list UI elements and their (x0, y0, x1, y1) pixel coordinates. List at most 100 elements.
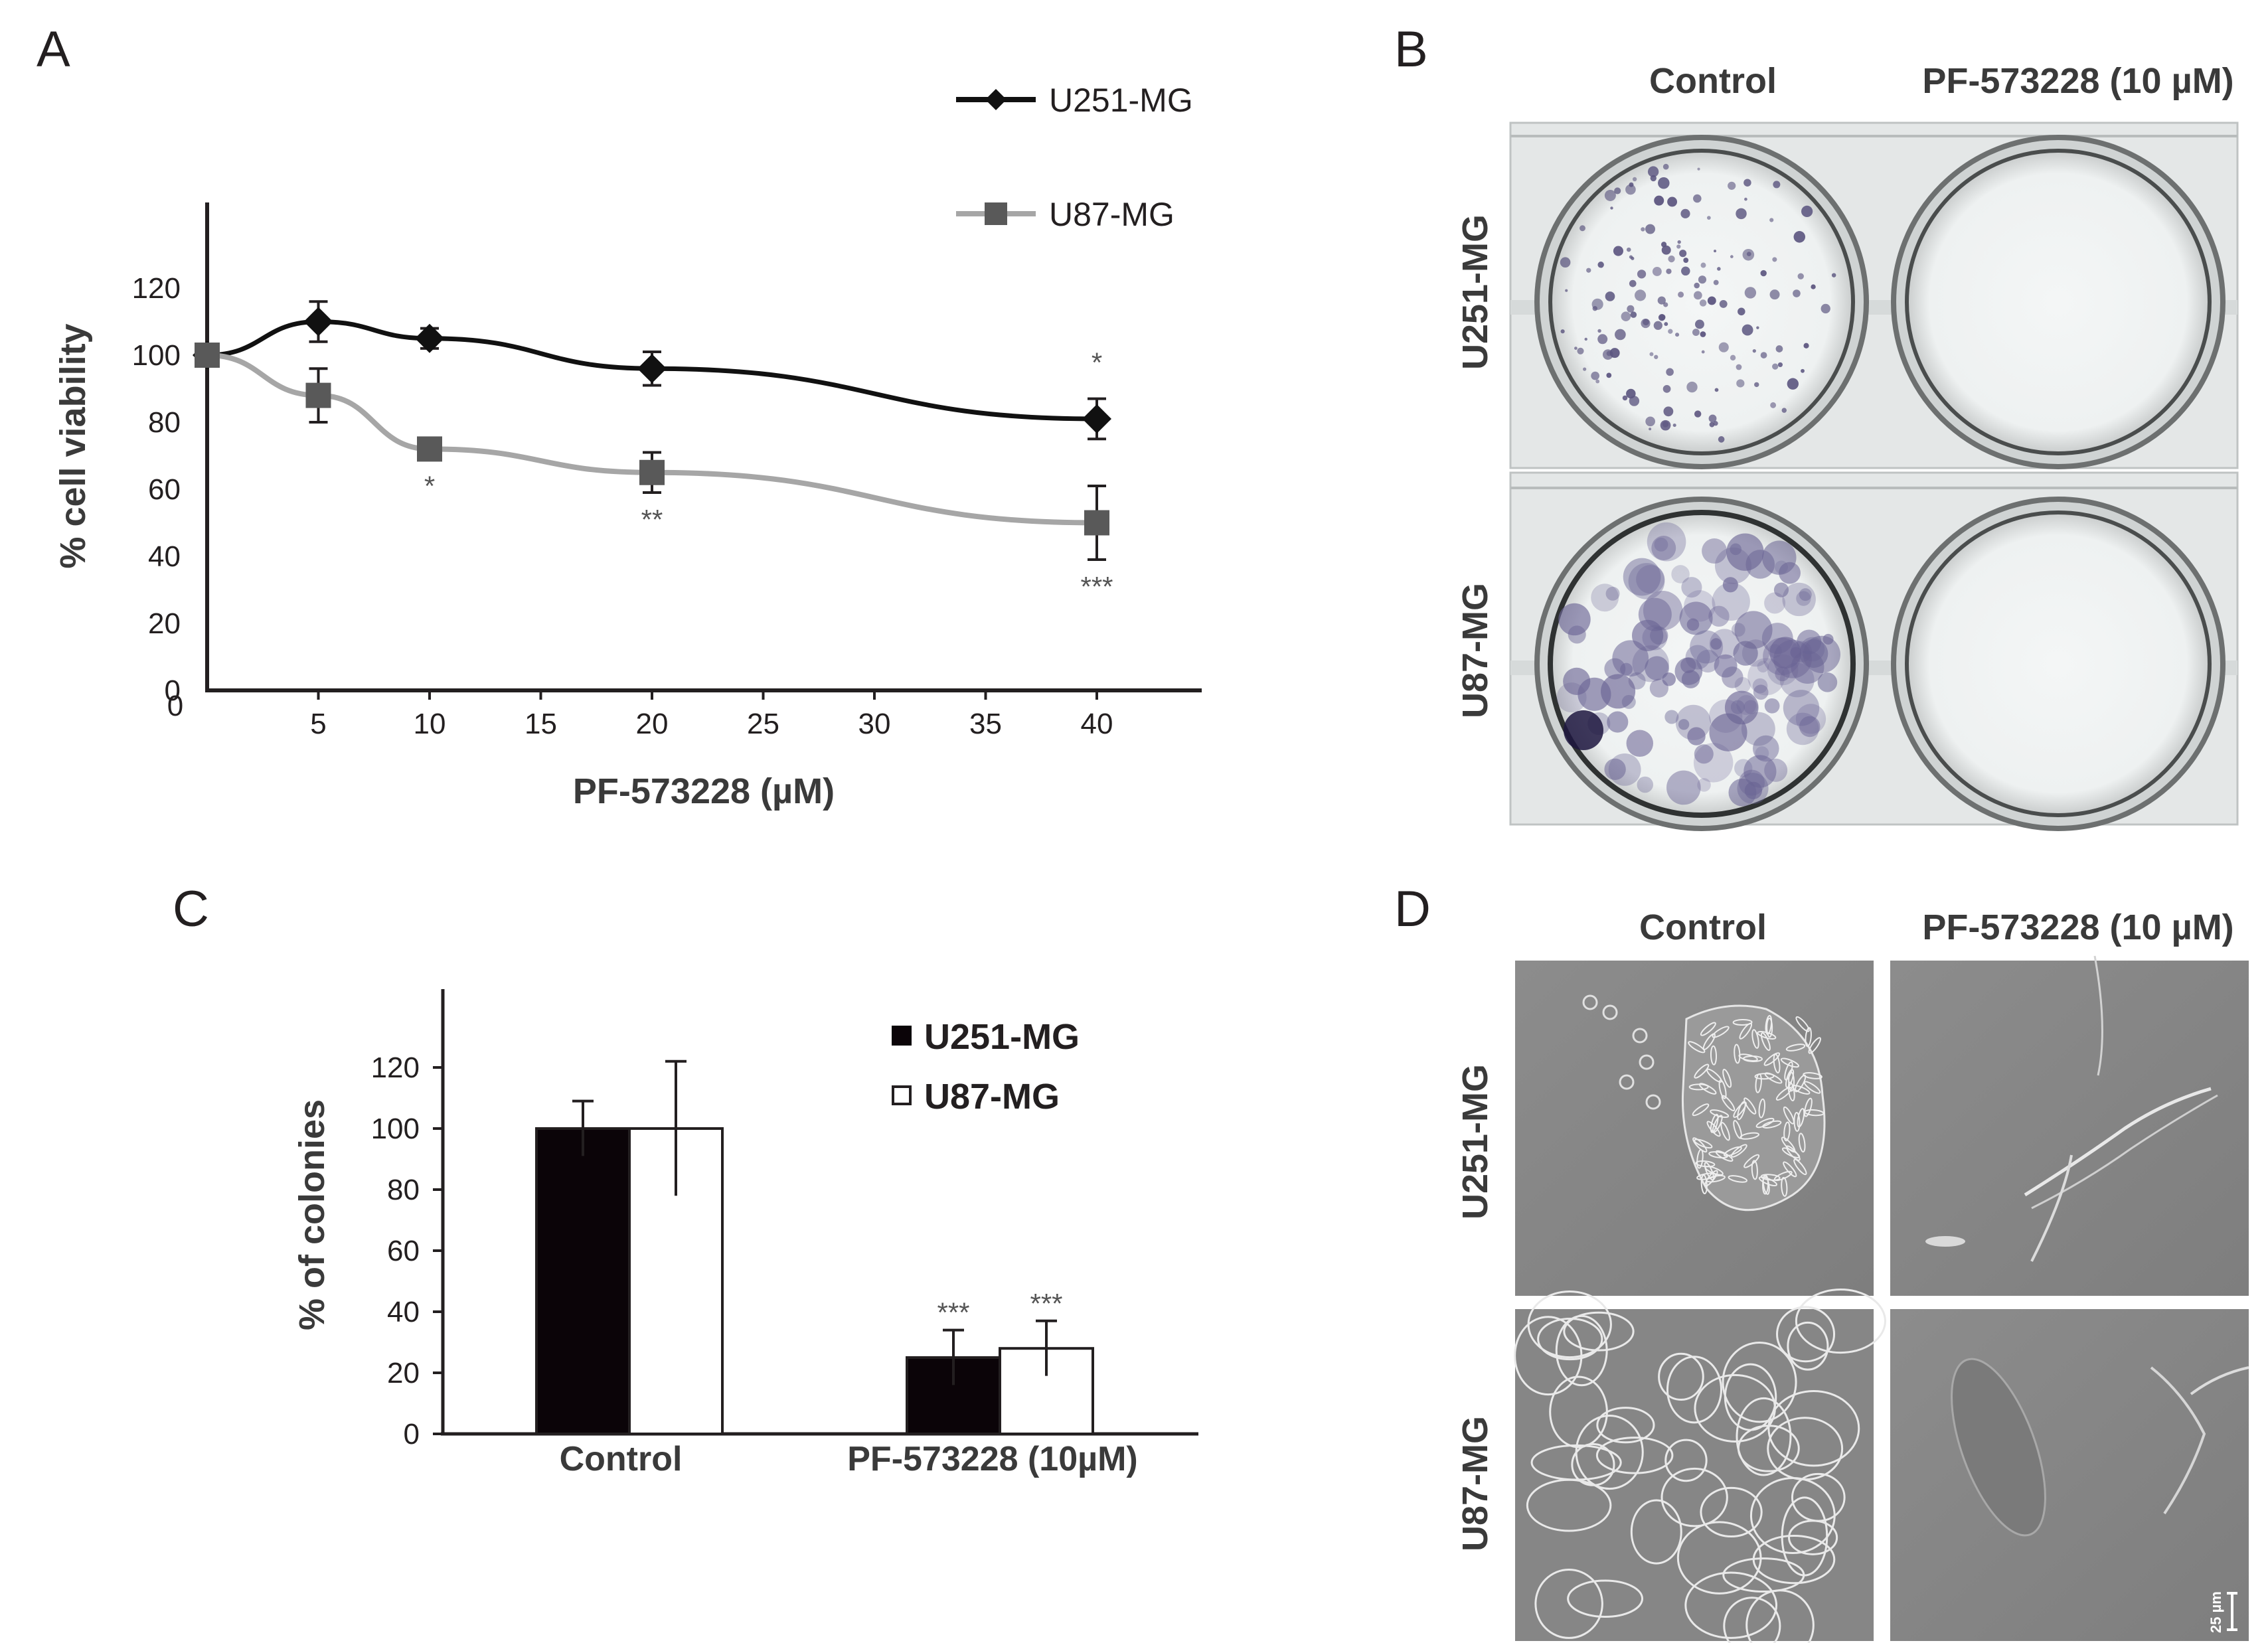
y-tick-label: 120 (371, 1052, 420, 1084)
colony-blob (1558, 603, 1591, 636)
legend-c: U251-MG U87-MG (892, 1017, 1080, 1117)
colony-dot (1752, 349, 1756, 353)
cell-outline (1700, 1174, 1708, 1195)
colony-blob (1709, 713, 1747, 751)
cell-outline (1804, 1097, 1813, 1117)
legend-swatch-u251 (892, 1026, 912, 1046)
colony-blob (1817, 672, 1838, 692)
colony-blob (1664, 710, 1679, 724)
colony-blob (1775, 666, 1790, 682)
colony-blob (1799, 716, 1821, 738)
legend-a: U251-MG U87-MG (956, 82, 1193, 233)
cell-outline (1740, 1132, 1760, 1140)
cell-outline (1785, 1044, 1806, 1052)
colony-blob (1803, 635, 1840, 673)
cell-loop (1795, 1289, 1886, 1354)
colony-dot (1793, 289, 1801, 297)
colony-dot (1743, 179, 1751, 187)
cell-loop (1563, 1311, 1635, 1352)
colony-dot (1565, 289, 1568, 292)
colony-blob (1671, 565, 1690, 584)
colony-dot (1679, 250, 1687, 258)
y-tick-label: 80 (148, 406, 181, 439)
colony-blob (1708, 605, 1730, 627)
x-tick-label: 25 (747, 708, 779, 740)
cell-loop (1737, 1425, 1800, 1472)
colony-blob (1697, 778, 1711, 792)
colony-dot (1666, 368, 1674, 376)
colony-blob (1757, 661, 1769, 673)
cell-outline (1743, 1154, 1760, 1168)
elongated-cell (2030, 1154, 2073, 1262)
micrograph-frame (1890, 1309, 2249, 1641)
colony-dot (1627, 305, 1635, 313)
colony-blob (1768, 644, 1782, 658)
colony-dot (1586, 268, 1591, 273)
cell-outline (1723, 1146, 1742, 1157)
colony-dot (1681, 266, 1690, 276)
colony-dot (1629, 279, 1637, 287)
plate-row-u87 (1509, 471, 2239, 831)
cell-loop (1549, 1375, 1608, 1448)
micrograph-u87-pf: 25 µm (1890, 1309, 2249, 1641)
colony-dot (1664, 322, 1668, 327)
x-tick-label: 30 (858, 708, 891, 740)
colony-dot (1641, 319, 1651, 329)
cell-loop (1534, 1569, 1603, 1639)
y-tick-label: 120 (132, 272, 181, 305)
legend-marker-u251 (985, 89, 1007, 110)
colony-dot (1698, 275, 1707, 284)
cell-outline (1722, 1069, 1732, 1088)
colony-blob (1604, 758, 1626, 781)
colonies-bar-chart: 0 20 40 60 80 100 120 *** *** % of colonies Con… (292, 989, 1198, 1478)
cell-outline (1758, 1098, 1766, 1119)
colony-dot (1663, 302, 1668, 307)
colony-dot (1591, 298, 1603, 310)
cell-loop (1767, 1390, 1860, 1467)
colony-dot (1668, 329, 1673, 334)
colony-blob (1747, 658, 1785, 696)
colony-blob (1607, 711, 1629, 733)
data-point-u87 (1084, 510, 1109, 536)
panel-b-row-label-u251: U251-MG (1455, 214, 1495, 370)
colony-blob (1645, 656, 1669, 680)
colony-blob (1681, 577, 1702, 598)
cell-outline (1720, 1122, 1730, 1141)
colony-blob (1712, 582, 1750, 621)
x-tick-label: 15 (525, 708, 557, 740)
colony-dot (1742, 324, 1753, 336)
colony-blob (1722, 577, 1738, 593)
colony-dot (1652, 267, 1662, 276)
cell-outline (1728, 1175, 1748, 1183)
cell-loop (1722, 1341, 1797, 1423)
cell-outline (1760, 1032, 1771, 1052)
colony-dot (1777, 362, 1783, 368)
colony-blob (1755, 746, 1769, 760)
cell-loop (1684, 1571, 1778, 1639)
colony-blob (1647, 522, 1686, 562)
colony-dot (1649, 428, 1652, 431)
colony-dot (1709, 422, 1715, 428)
well-u251-control (1534, 135, 1869, 469)
rounded-cell (1639, 1054, 1655, 1070)
colony-blob (1623, 558, 1661, 596)
colony-dot (1597, 329, 1601, 333)
cell-outline (1785, 1145, 1801, 1161)
legend-marker-u87 (985, 202, 1007, 225)
colony-dot (1700, 262, 1706, 268)
colony-blob (1783, 690, 1820, 726)
colony-dot (1626, 247, 1631, 252)
colony-dot (1754, 382, 1759, 388)
cell-outlines (1582, 994, 1824, 1197)
y-tick-label: 40 (148, 540, 181, 573)
cell-outline (1804, 1109, 1824, 1117)
cell-outline (1780, 1057, 1799, 1068)
colony-dot (1672, 424, 1676, 428)
colony-blob (1684, 590, 1716, 622)
colony-dot (1773, 181, 1781, 189)
colony-blob (1631, 619, 1664, 651)
colony-blob (1734, 759, 1753, 777)
colony-dot (1714, 388, 1719, 392)
colony-blob (1714, 654, 1738, 678)
cell-outline (1692, 1137, 1708, 1153)
